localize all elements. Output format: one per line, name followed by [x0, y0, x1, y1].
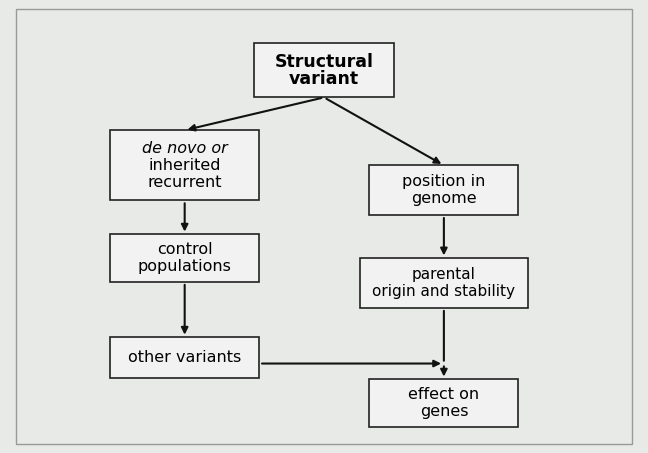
Text: populations: populations	[138, 259, 231, 275]
FancyBboxPatch shape	[254, 43, 394, 97]
FancyBboxPatch shape	[110, 130, 259, 200]
Text: de novo or: de novo or	[142, 140, 227, 156]
Text: recurrent: recurrent	[148, 175, 222, 190]
Text: parental: parental	[412, 267, 476, 282]
Text: variant: variant	[289, 70, 359, 88]
Text: other variants: other variants	[128, 350, 241, 366]
Text: origin and stability: origin and stability	[373, 284, 515, 299]
FancyBboxPatch shape	[369, 165, 518, 215]
Text: genome: genome	[411, 191, 477, 207]
Text: Structural: Structural	[275, 53, 373, 71]
Text: control: control	[157, 242, 213, 257]
FancyBboxPatch shape	[360, 258, 528, 308]
Text: genes: genes	[420, 404, 468, 419]
FancyBboxPatch shape	[110, 337, 259, 378]
Text: position in: position in	[402, 174, 485, 189]
Text: inherited: inherited	[148, 158, 221, 173]
FancyBboxPatch shape	[369, 380, 518, 427]
Text: effect on: effect on	[408, 387, 480, 402]
FancyBboxPatch shape	[110, 235, 259, 282]
